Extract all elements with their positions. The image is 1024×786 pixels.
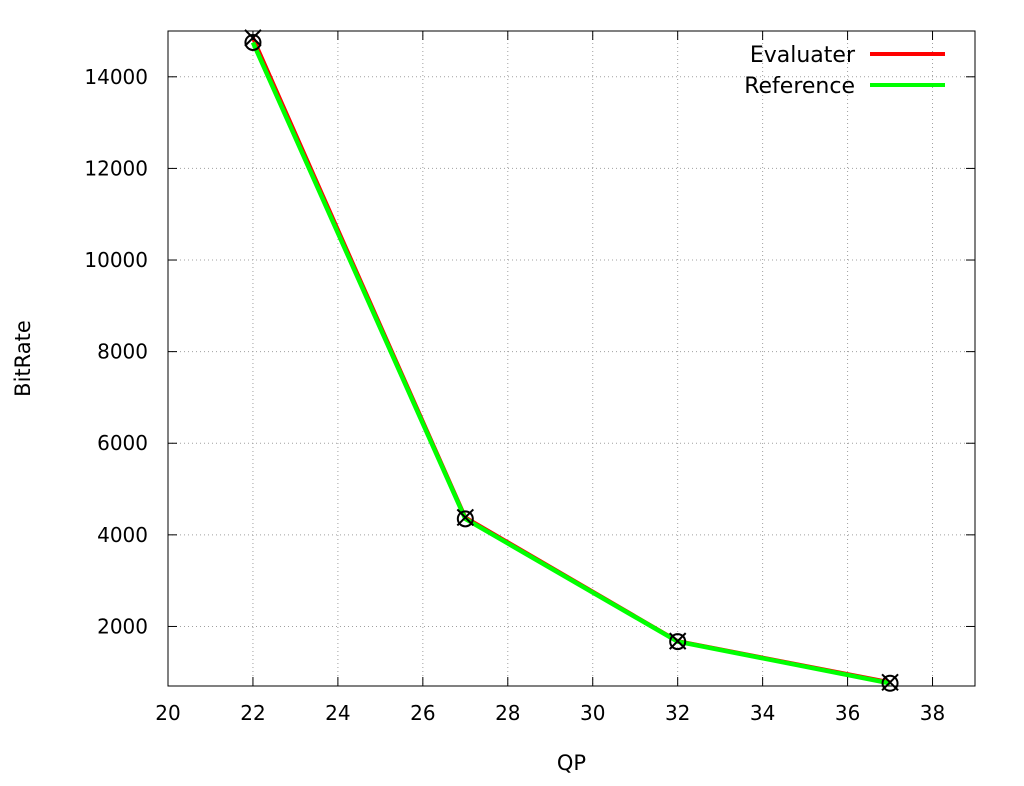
x-tick-label: 34 xyxy=(750,701,775,725)
x-tick-label: 24 xyxy=(325,701,350,725)
x-axis-label: QP xyxy=(557,751,586,775)
marker-layer xyxy=(244,29,899,692)
legend-label: Evaluater xyxy=(750,43,856,68)
x-tick-label: 22 xyxy=(240,701,265,725)
x-tick-label: 36 xyxy=(835,701,860,725)
x-tick-label: 20 xyxy=(155,701,180,725)
series-line-reference xyxy=(250,41,891,686)
x-tick-label: 26 xyxy=(410,701,435,725)
x-tick-label: 28 xyxy=(495,701,520,725)
data-point-circle-marker xyxy=(669,633,687,651)
x-tick-label: 30 xyxy=(580,701,605,725)
y-tick-label: 12000 xyxy=(84,156,148,180)
data-point-circle-marker xyxy=(881,674,899,692)
series-layer xyxy=(250,37,891,686)
tick-layer: 20 22 24 26 28 30 32 34 36 38 2000 4000 6000 8000 1000… xyxy=(84,31,975,725)
x-tick-label: 32 xyxy=(665,701,690,725)
data-point-circle-marker xyxy=(456,510,474,528)
y-axis-label: BitRate xyxy=(11,320,35,397)
series-line-evaluater xyxy=(251,37,891,685)
legend: Evaluater Reference xyxy=(744,43,945,99)
legend-label: Reference xyxy=(744,74,855,99)
grid-layer xyxy=(168,31,975,686)
y-tick-label: 2000 xyxy=(97,614,148,638)
y-tick-label: 4000 xyxy=(97,523,148,547)
x-tick-label: 38 xyxy=(920,701,945,725)
plot-frame xyxy=(167,30,976,687)
y-tick-label: 14000 xyxy=(84,65,148,89)
y-tick-label: 6000 xyxy=(97,431,148,455)
y-tick-label: 10000 xyxy=(84,248,148,272)
y-tick-label: 8000 xyxy=(97,340,148,364)
